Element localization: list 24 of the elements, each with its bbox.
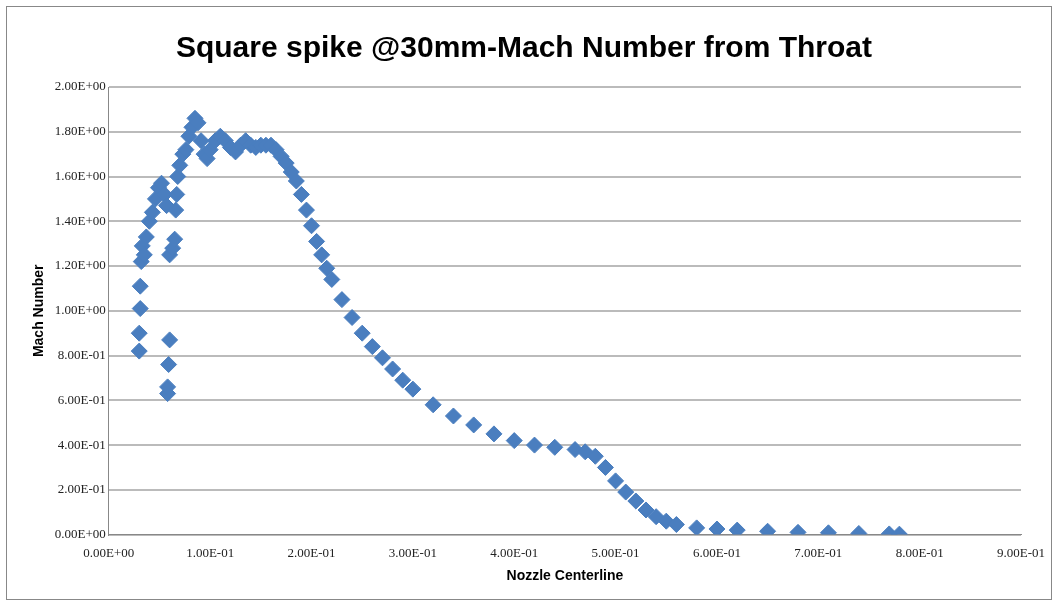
y-tick-label: 1.20E+00 [54,257,106,273]
y-tick-label: 8.00E-01 [57,346,106,362]
x-tick-label: 0.00E+00 [83,544,135,560]
y-tick-label: 1.60E+00 [54,167,106,183]
x-axis-title: Nozzle Centerline [506,567,624,584]
y-tick-label: 1.80E+00 [54,123,106,139]
y-tick-label: 4.00E-01 [57,436,106,452]
x-tick-label: 6.00E-01 [692,544,741,560]
x-tick-label: 1.00E-01 [186,544,235,560]
x-tick-label: 4.00E-01 [490,544,539,560]
y-tick-label: 1.00E+00 [54,302,106,318]
x-tick-label: 9.00E-01 [996,544,1046,560]
x-tick-label: 3.00E-01 [388,544,437,560]
y-tick-label: 0.00E+00 [54,526,106,542]
y-tick-label: 2.00E+00 [54,78,106,94]
y-tick-label: 6.00E-01 [57,391,106,407]
y-axis-title: Mach Number [30,263,47,358]
x-tick-label: 7.00E-01 [794,544,843,560]
y-tick-label: 2.00E-01 [57,481,106,497]
y-tick-label: 1.40E+00 [54,212,106,228]
chart-title: Square spike @30mm-Mach Number from Throat [175,30,873,64]
x-tick-label: 2.00E-01 [287,544,336,560]
x-tick-label: 8.00E-01 [895,544,944,560]
x-tick-label: 5.00E-01 [591,544,640,560]
